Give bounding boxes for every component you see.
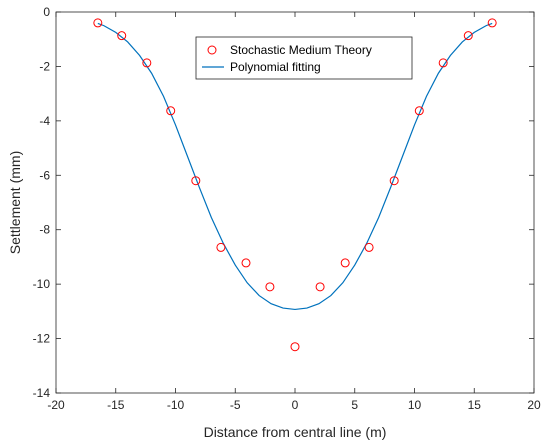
stochastic-point: [117, 31, 127, 41]
y-tick-label: -2: [39, 59, 50, 73]
stochastic-point: [364, 242, 374, 252]
legend-label-polynomial: Polynomial fitting: [230, 60, 321, 74]
series-layer: [93, 18, 497, 352]
x-tick-label: 5: [351, 398, 358, 412]
stochastic-point: [315, 282, 325, 292]
stochastic-point: [438, 58, 448, 68]
stochastic-point: [265, 282, 275, 292]
y-tick-label: -8: [39, 223, 50, 237]
stochastic-point: [389, 176, 399, 186]
legend-marker-stochastic: [207, 45, 217, 55]
x-tick-label: 20: [527, 398, 541, 412]
stochastic-point: [414, 106, 424, 116]
stochastic-point: [340, 258, 350, 268]
stochastic-point: [93, 18, 103, 28]
stochastic-point: [142, 58, 152, 68]
x-tick-label: -15: [107, 398, 125, 412]
y-tick-label: -12: [33, 332, 51, 346]
stochastic-point: [166, 106, 176, 116]
stochastic-point: [191, 176, 201, 186]
stochastic-point: [241, 258, 251, 268]
x-tick-label: -10: [167, 398, 185, 412]
y-tick-label: -4: [39, 114, 50, 128]
x-axis-label: Distance from central line (m): [204, 424, 387, 440]
legend-label-stochastic: Stochastic Medium Theory: [230, 43, 372, 57]
stochastic-point: [463, 31, 473, 41]
y-tick-label: -6: [39, 168, 50, 182]
ticks-layer: -20 -15 -10 -5 0 5 10 15 20 0 -2 -4 -6 -8 -10 -12 -14: [33, 5, 541, 412]
x-tick-label: -20: [47, 398, 65, 412]
x-tick-label: 10: [408, 398, 422, 412]
stochastic-point: [216, 242, 226, 252]
y-tick-label: -10: [33, 277, 51, 291]
legend-box: [195, 36, 413, 80]
x-tick-label: 15: [468, 398, 482, 412]
stochastic-point: [290, 342, 300, 352]
y-tick-label: 0: [43, 5, 50, 19]
y-tick-label: -14: [33, 386, 51, 400]
x-tick-label: -5: [230, 398, 241, 412]
legend: Stochastic Medium Theory Polynomial fitt…: [195, 36, 413, 80]
stochastic-point: [487, 18, 497, 28]
polynomial-fit-line: [97, 22, 493, 311]
y-axis-label: Settlement (mm): [7, 151, 23, 254]
x-tick-label: 0: [292, 398, 299, 412]
